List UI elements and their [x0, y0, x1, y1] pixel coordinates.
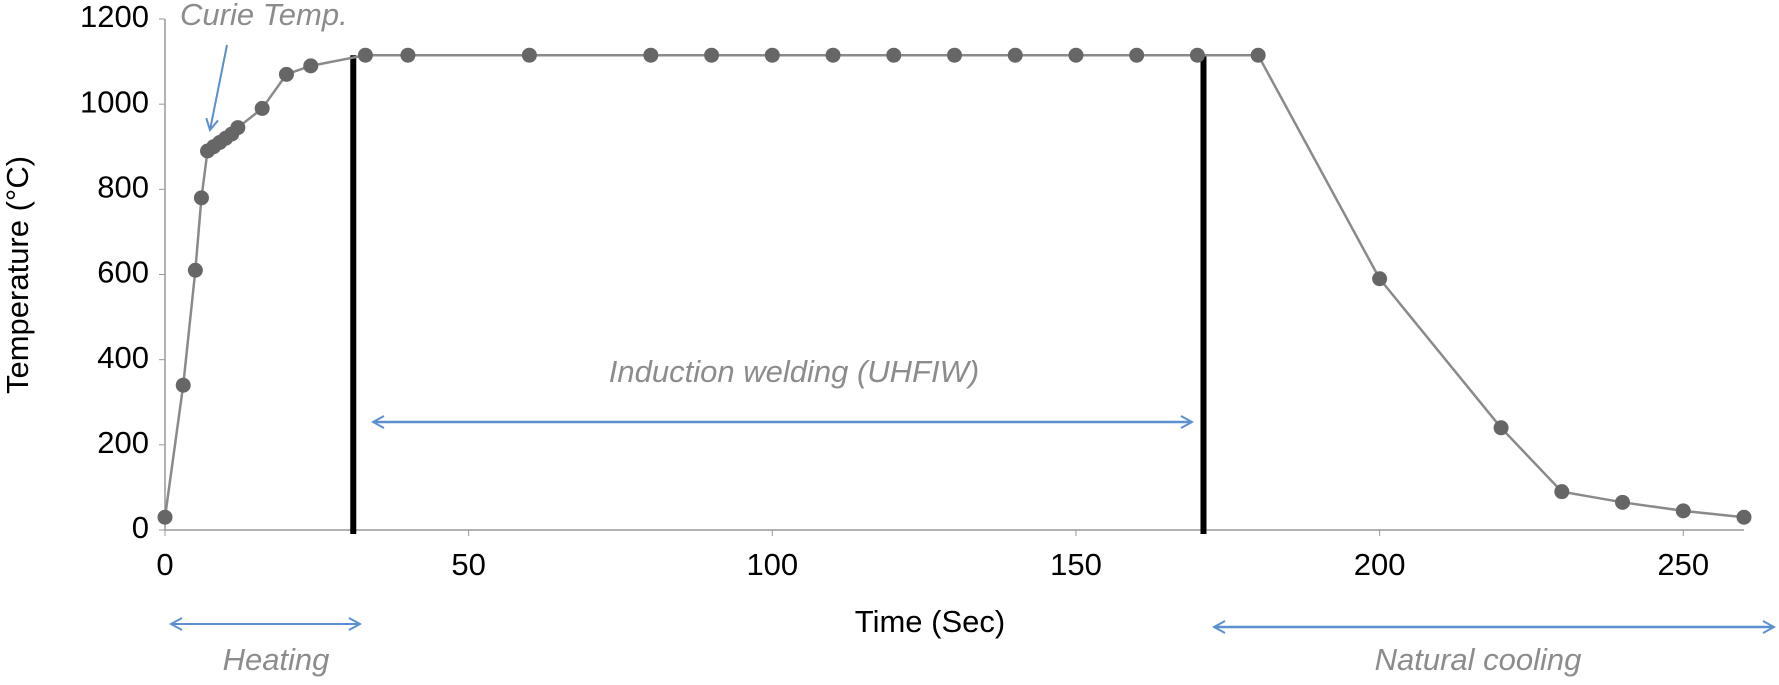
data-point — [947, 47, 962, 63]
cooling-label: Natural cooling — [1375, 642, 1582, 677]
y-tick-label: 1000 — [80, 84, 149, 119]
data-point — [643, 47, 659, 63]
data-point — [521, 47, 537, 63]
y-axis-label: Temperature (°C) — [0, 156, 35, 394]
data-point — [193, 190, 209, 206]
data-point — [1189, 47, 1205, 63]
data-point — [254, 100, 270, 116]
y-tick-label: 1200 — [80, 0, 149, 34]
x-axis-label: Time (Sec) — [855, 604, 1005, 639]
data-point — [704, 47, 720, 63]
data-point — [357, 47, 373, 63]
welding-label: Induction welding (UHFIW) — [609, 354, 979, 389]
y-tick-label: 800 — [97, 170, 149, 205]
data-point — [1007, 47, 1023, 63]
data-point — [1068, 47, 1084, 63]
data-point — [1554, 484, 1570, 500]
data-point — [825, 47, 841, 63]
y-tick-label: 400 — [97, 340, 149, 375]
x-tick-label: 0 — [156, 547, 173, 582]
data-point — [303, 58, 319, 74]
data-point — [1675, 503, 1691, 519]
data-point — [1372, 271, 1388, 287]
data-point — [175, 377, 191, 393]
x-tick-label: 250 — [1657, 547, 1709, 582]
x-tick-label: 100 — [746, 547, 798, 582]
x-tick-label: 200 — [1354, 547, 1406, 582]
x-tick-label: 50 — [451, 547, 485, 582]
curie-label: Curie Temp. — [180, 0, 348, 32]
data-point — [1250, 47, 1266, 63]
curie-arrow — [210, 44, 228, 130]
x-tick-label: 150 — [1050, 547, 1102, 582]
y-tick-label: 200 — [97, 425, 149, 460]
data-point — [1615, 494, 1631, 510]
data-point — [1129, 47, 1145, 63]
y-tick-label: 0 — [132, 510, 149, 545]
data-point — [230, 120, 246, 136]
heating-label: Heating — [223, 642, 330, 677]
data-point — [278, 66, 294, 82]
data-point — [886, 47, 902, 63]
line — [163, 53, 1745, 519]
data-point — [1736, 509, 1752, 525]
data-point — [1493, 420, 1509, 436]
data-point — [187, 262, 203, 278]
data-point — [400, 47, 416, 63]
data-point — [157, 509, 173, 525]
y-tick-label: 600 — [97, 255, 149, 290]
data-point — [764, 47, 780, 63]
